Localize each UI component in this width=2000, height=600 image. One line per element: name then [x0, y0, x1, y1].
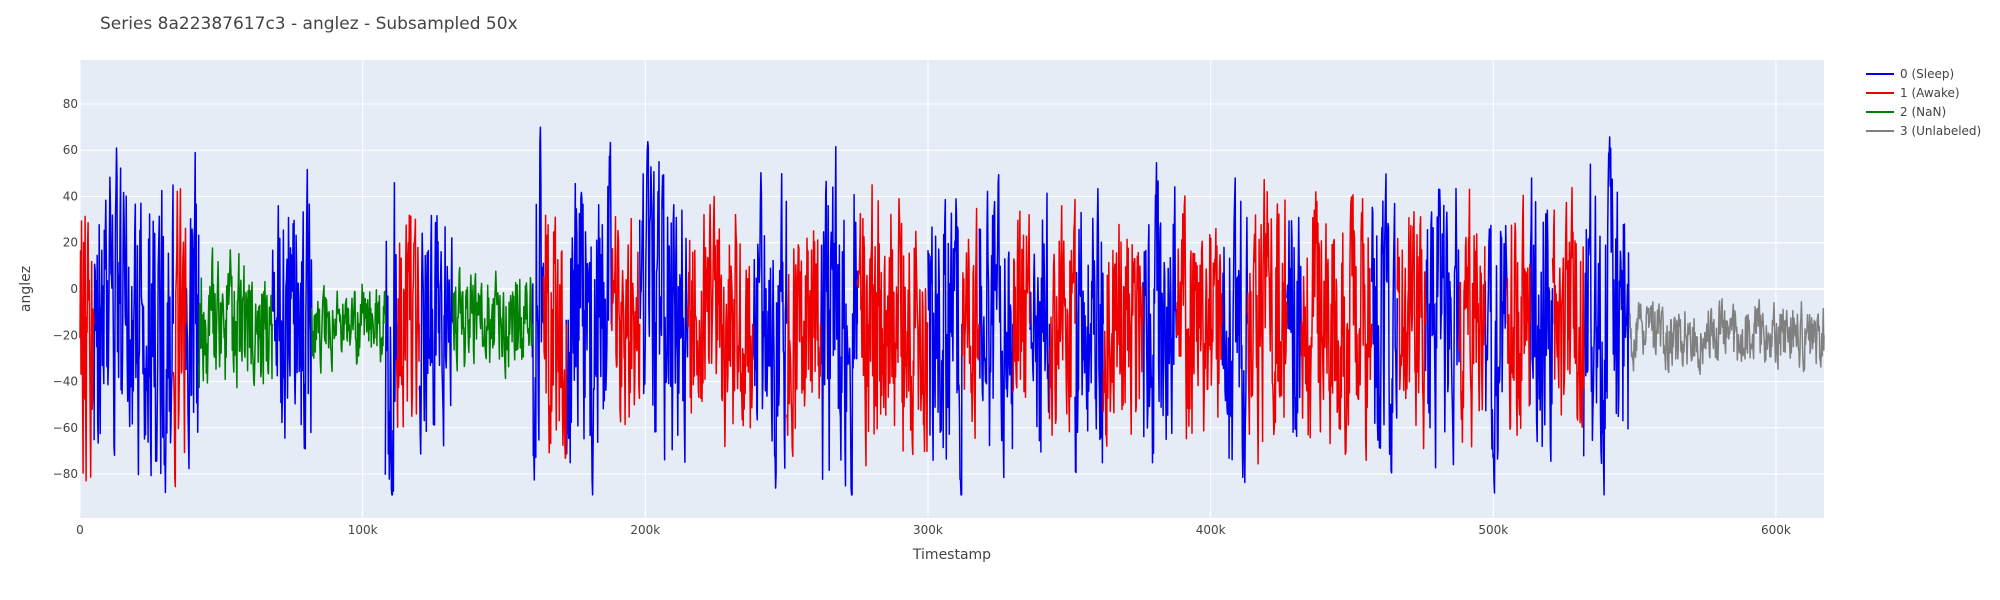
series-line [1484, 224, 1509, 494]
series-line [1074, 187, 1104, 474]
series-line [1300, 191, 1373, 462]
series-line [418, 214, 454, 455]
series-line [1628, 298, 1825, 376]
y-tick-label: 80 [63, 97, 78, 111]
series-line [531, 126, 545, 481]
series-line [271, 168, 313, 450]
series-line [384, 181, 398, 496]
y-tick-label: −60 [53, 421, 78, 435]
y-tick-label: 20 [63, 236, 78, 250]
series-line [1102, 223, 1144, 447]
series-line [686, 195, 754, 448]
x-tick-label: 200k [630, 523, 660, 537]
series-line [961, 207, 980, 440]
series-line [751, 172, 788, 489]
x-tick-label: 0 [76, 523, 84, 537]
series-line [1551, 186, 1585, 428]
series-line [311, 283, 387, 374]
series-line [197, 247, 273, 389]
series-line [1286, 216, 1302, 438]
legend-item[interactable]: 1 (Awake) [1900, 86, 1960, 100]
series-line [1246, 178, 1288, 465]
legend-item[interactable]: 0 (Sleep) [1900, 67, 1954, 81]
series-line [1370, 173, 1398, 474]
series-line [93, 147, 175, 494]
x-tick-label: 300k [913, 523, 943, 537]
series-line [927, 198, 963, 496]
series-line [542, 214, 567, 460]
series-line [1012, 210, 1031, 399]
series-line [395, 214, 420, 429]
y-axis-title: anglez [18, 266, 34, 312]
series-line [1458, 188, 1486, 448]
legend[interactable]: 0 (Sleep) 1 (Awake) 2 (NaN) 3 (Unlabeled) [1866, 67, 1981, 138]
series-line [978, 173, 1014, 479]
series-line [79, 215, 95, 482]
legend-item[interactable]: 2 (NaN) [1900, 105, 1946, 119]
y-tick-label: 60 [63, 143, 78, 157]
series-line [638, 140, 689, 464]
series-line [1396, 211, 1427, 450]
y-tick-label: 0 [70, 282, 78, 296]
traces [79, 126, 1825, 496]
series-line [1529, 177, 1554, 462]
y-tick-label: −80 [53, 467, 78, 481]
series-line [856, 184, 929, 467]
x-tick-label: 600k [1761, 523, 1791, 537]
x-tick-label: 400k [1196, 523, 1226, 537]
series-line [819, 145, 859, 496]
series-line [610, 215, 641, 426]
x-tick-label: 500k [1478, 523, 1508, 537]
x-axis-ticks: 0 100k 200k 300k 400k 500k 600k [76, 523, 1791, 537]
y-tick-label: 40 [63, 189, 78, 203]
x-axis-title: Timestamp [912, 547, 991, 563]
series-line [785, 230, 822, 458]
series-line [1582, 136, 1630, 496]
series-line [565, 141, 613, 496]
y-tick-label: −20 [53, 328, 78, 342]
series-line [1028, 192, 1051, 453]
series-line [1221, 177, 1249, 484]
y-axis-ticks: −80 −60 −40 −20 0 20 40 60 80 [53, 97, 78, 481]
series-line [1048, 198, 1076, 437]
series-line [172, 188, 187, 488]
series-line [1142, 161, 1178, 464]
x-tick-label: 100k [348, 523, 378, 537]
legend-item[interactable]: 3 (Unlabeled) [1900, 124, 1981, 138]
chart-title: Series 8a22387617c3 - anglez - Subsample… [100, 14, 518, 34]
series-line [1506, 194, 1531, 436]
series-line [1175, 195, 1223, 440]
y-tick-label: −40 [53, 375, 78, 389]
series-line [1424, 187, 1461, 469]
series-line [452, 266, 534, 380]
series-line [185, 151, 200, 470]
